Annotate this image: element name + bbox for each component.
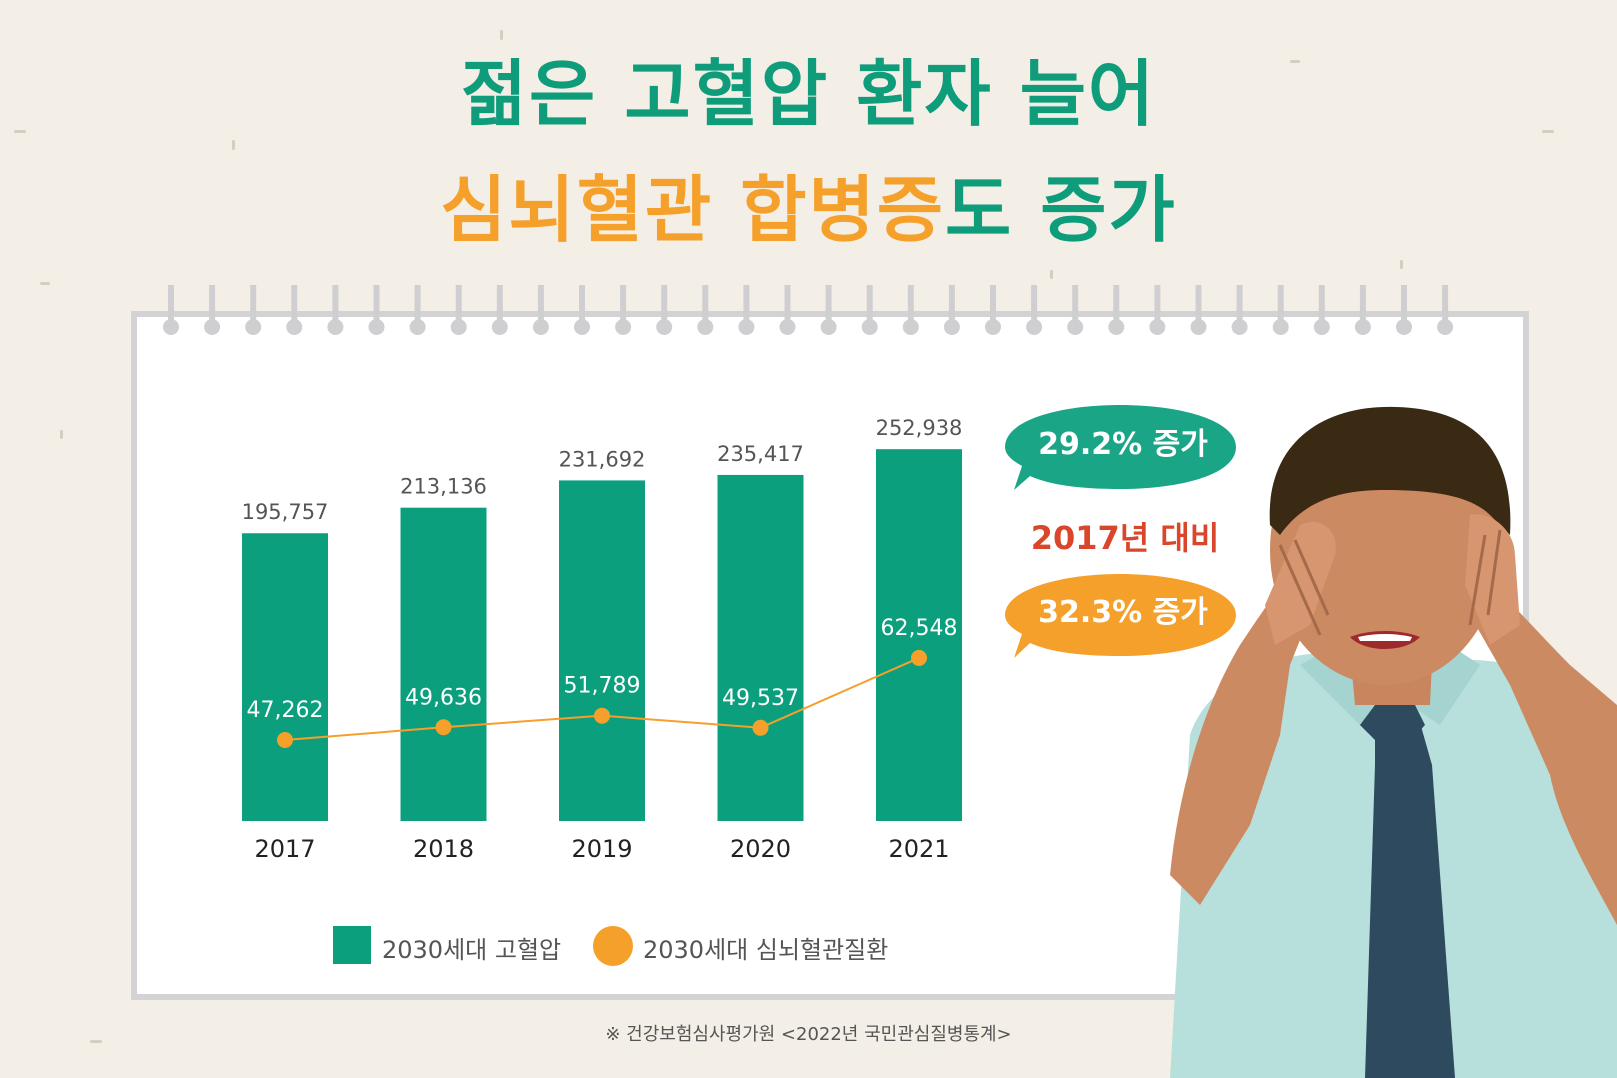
binder-ring-hole xyxy=(368,319,385,335)
line-point-2019 xyxy=(594,707,610,724)
x-tick-label: 2018 xyxy=(413,835,474,863)
binder-ring-hole xyxy=(615,319,632,335)
bar-value-label: 231,692 xyxy=(559,447,646,471)
stressed-man-illustration-icon xyxy=(1170,406,1617,1078)
binder-ring-hole xyxy=(1437,319,1454,335)
line-value-label: 49,636 xyxy=(405,685,482,710)
title-highlight-text: 심뇌혈관 합병증 xyxy=(440,168,945,252)
line-point-2021 xyxy=(911,649,927,666)
binder-ring-hole xyxy=(204,319,221,335)
binder-ring-hole xyxy=(1067,319,1084,335)
binder-ring-hole xyxy=(738,319,755,335)
bar-2020 xyxy=(717,474,804,821)
bar-2018 xyxy=(400,507,487,821)
binder-ring-hole xyxy=(902,319,919,335)
line-point-2018 xyxy=(435,719,452,736)
line-value-label: 49,537 xyxy=(722,686,799,711)
chart-title-line2: 심뇌혈관 합병증도 증가 xyxy=(0,174,1617,246)
line-value-label: 47,262 xyxy=(247,698,324,723)
bar-2021 xyxy=(876,449,962,821)
binder-ring-hole xyxy=(1149,319,1166,335)
binder-ring-hole xyxy=(1272,319,1289,335)
green-bubble-shape xyxy=(1005,405,1236,490)
legend-line-swatch xyxy=(593,926,633,966)
line-value-label: 62,548 xyxy=(881,616,958,641)
binder-ring-hole xyxy=(1231,319,1248,335)
binder-ring-hole xyxy=(1354,319,1371,335)
bar-value-label: 235,417 xyxy=(717,442,804,466)
binder-ring-hole xyxy=(532,319,549,335)
binder-ring-hole xyxy=(1026,319,1043,335)
binder-ring-hole xyxy=(1313,319,1330,335)
title-rest-text: 도 증가 xyxy=(944,168,1177,252)
legend-bar-label: 2030세대 고혈압 xyxy=(382,936,562,964)
x-tick-label: 2020 xyxy=(730,835,791,863)
legend-bar-swatch xyxy=(333,926,371,964)
binder-ring-hole xyxy=(1108,319,1125,335)
line-point-2017 xyxy=(277,732,293,748)
x-tick-label: 2019 xyxy=(571,835,632,863)
binder-ring-hole xyxy=(491,319,508,335)
green-callout-text: 29.2% 증가 xyxy=(1038,427,1208,462)
binder-ring-hole xyxy=(245,319,262,335)
x-tick-label: 2017 xyxy=(254,835,315,863)
source-note: ※ 건강보험심사평가원 <2022년 국민관심질병통계> xyxy=(605,1024,1012,1045)
binder-ring-hole xyxy=(286,319,303,335)
compare-callout-text: 2017년 대비 xyxy=(1030,519,1220,557)
binder-ring-hole xyxy=(163,319,179,335)
line-value-label: 51,789 xyxy=(564,674,641,699)
bar-2019 xyxy=(559,480,645,821)
binder-ring-hole xyxy=(985,319,1001,335)
binder-ring-hole xyxy=(943,319,960,335)
binder-ring-hole xyxy=(656,319,673,335)
chart-title-line1: 젊은 고혈압 환자 늘어 xyxy=(0,58,1617,130)
binder-ring-hole xyxy=(820,319,837,335)
bar-value-label: 252,938 xyxy=(876,416,963,440)
binder-ring-hole xyxy=(409,319,426,335)
binder-ring-hole xyxy=(1396,319,1412,335)
bar-value-label: 213,136 xyxy=(400,475,487,499)
binder-ring-hole xyxy=(861,319,878,335)
title-line1-text: 젊은 고혈압 환자 늘어 xyxy=(460,52,1157,136)
binder-ring-hole xyxy=(327,319,344,335)
binder-ring-hole xyxy=(1190,319,1207,335)
binder-ring-hole xyxy=(697,319,714,335)
orange-callout-text: 32.3% 증가 xyxy=(1038,595,1208,630)
orange-bubble-shape xyxy=(1005,574,1236,658)
binder-ring-hole xyxy=(450,319,467,335)
binder-rings-icon xyxy=(163,285,1454,335)
line-point-2020 xyxy=(752,719,769,736)
bar-value-label: 195,757 xyxy=(242,500,329,524)
legend-line-label: 2030세대 심뇌혈관질환 xyxy=(643,936,889,964)
binder-ring-hole xyxy=(574,319,590,335)
bar-2017 xyxy=(242,533,328,821)
binder-ring-hole xyxy=(779,319,796,335)
x-tick-label: 2021 xyxy=(888,835,949,863)
